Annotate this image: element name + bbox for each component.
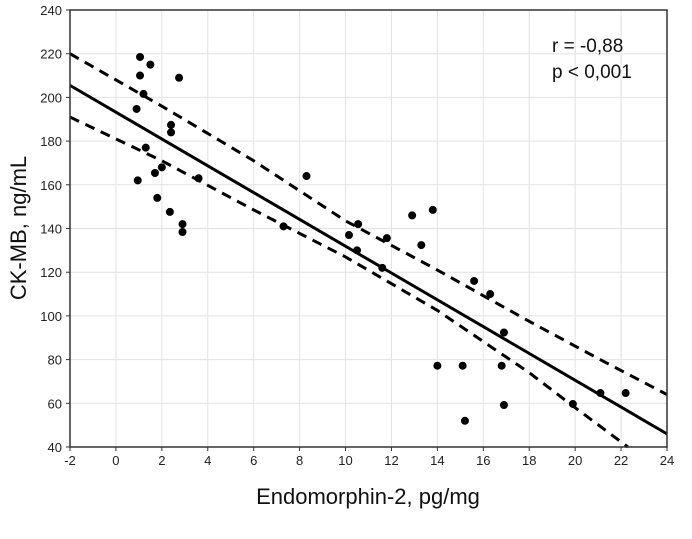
- confidence-band-upper: [69, 52, 668, 396]
- x-tick-label: 10: [338, 453, 352, 468]
- y-tick-label: 200: [40, 90, 62, 105]
- data-point: [165, 207, 174, 216]
- data-point: [499, 328, 508, 337]
- data-point: [178, 227, 187, 236]
- x-tick-label: 16: [476, 453, 490, 468]
- data-point: [178, 220, 187, 229]
- data-point: [382, 234, 391, 243]
- x-tick-label: 4: [204, 453, 211, 468]
- data-point: [378, 263, 387, 272]
- data-point: [132, 104, 141, 113]
- x-tick-label: 20: [568, 453, 582, 468]
- y-tick-label: 80: [48, 353, 62, 368]
- data-point: [133, 176, 142, 185]
- x-tick-label: 22: [614, 453, 628, 468]
- data-point: [194, 174, 203, 183]
- fit-lines: [69, 52, 668, 449]
- data-point: [167, 120, 176, 129]
- x-tick-label: -2: [64, 453, 76, 468]
- data-point: [344, 231, 353, 240]
- x-tick-label: 8: [296, 453, 303, 468]
- y-tick-label: 100: [40, 309, 62, 324]
- data-point: [568, 399, 577, 408]
- data-point: [150, 169, 159, 178]
- data-point: [497, 361, 506, 370]
- data-point: [408, 211, 417, 220]
- y-tick-label: 160: [40, 178, 62, 193]
- x-axis-label: Endomorphin-2, pg/mg: [256, 484, 480, 509]
- data-point: [470, 276, 479, 285]
- x-tick-label: 6: [250, 453, 257, 468]
- data-point: [136, 52, 145, 61]
- data-point: [433, 361, 442, 370]
- data-point: [486, 290, 495, 299]
- regression-line: [69, 84, 668, 436]
- plot-frame: [69, 9, 668, 448]
- y-tick-label: 180: [40, 134, 62, 149]
- data-point: [141, 143, 150, 152]
- y-tick-label: 220: [40, 47, 62, 62]
- correlation-annotation: r = -0,88: [552, 36, 623, 57]
- data-point: [499, 401, 508, 410]
- data-point: [354, 220, 363, 229]
- data-point: [621, 389, 630, 398]
- data-point: [458, 361, 467, 370]
- y-tick-label: 140: [40, 222, 62, 237]
- x-tick-label: 18: [522, 453, 536, 468]
- x-tick-label: 12: [384, 453, 398, 468]
- data-point: [417, 241, 426, 250]
- x-tick-label: 0: [112, 453, 119, 468]
- y-tick-label: 240: [40, 3, 62, 18]
- data-points: [132, 52, 630, 425]
- data-point: [136, 71, 145, 80]
- data-point: [175, 73, 184, 82]
- x-tick-label: 2: [158, 453, 165, 468]
- data-point: [157, 163, 166, 172]
- x-tick-label: 14: [430, 453, 444, 468]
- data-point: [279, 222, 288, 231]
- data-point: [353, 246, 362, 255]
- data-point: [146, 60, 155, 69]
- data-point: [428, 205, 437, 214]
- confidence-band-lower: [69, 115, 629, 449]
- y-axis-label: CK-MB, ng/mL: [6, 156, 31, 300]
- data-point: [460, 416, 469, 425]
- y-tick-label: 120: [40, 265, 62, 280]
- p-value-annotation: p < 0,001: [552, 62, 632, 83]
- data-point: [153, 193, 162, 202]
- data-point: [139, 89, 148, 98]
- y-tick-label: 40: [48, 440, 62, 455]
- data-point: [596, 389, 605, 398]
- y-tick-label: 60: [48, 396, 62, 411]
- x-tick-label: 24: [660, 453, 674, 468]
- tick-labels: -2 0 2 4 6 8 10 12 14 16 18 20 22 2440608010012014016…: [40, 3, 674, 468]
- data-point: [167, 128, 176, 137]
- data-point: [302, 172, 311, 181]
